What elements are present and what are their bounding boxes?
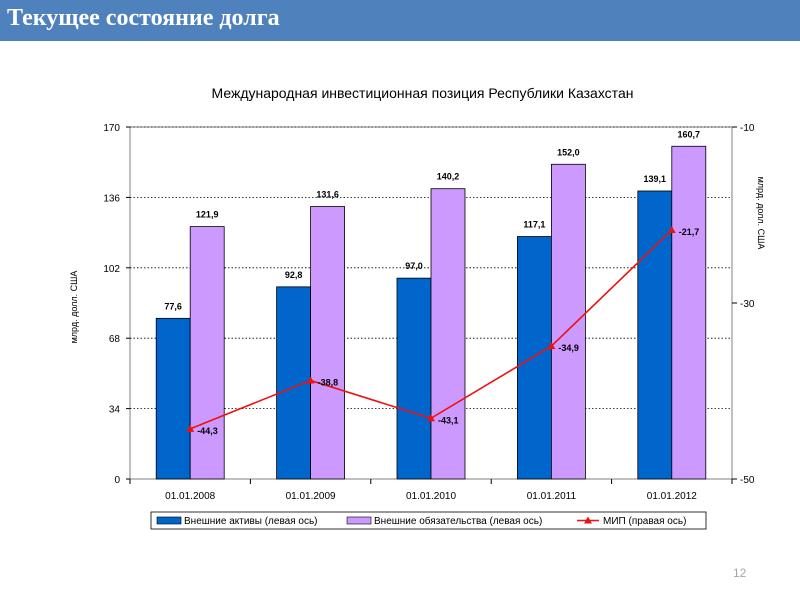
line-marker [186,424,195,432]
slide-title: Текущее состояние долга [7,5,280,31]
legend-swatch-liabilities [346,516,372,525]
left-axis-tick-label: 170 [103,123,120,134]
line-marker [306,376,315,384]
bar-data-label: 117,1 [523,220,545,230]
right-axis-title: млрд. долл. США [756,177,766,250]
left-axis-tick-label: 136 [103,193,120,204]
line-data-label: -44,3 [197,426,218,436]
bar-data-label: 77,6 [164,301,182,311]
bar-external-assets [396,277,432,480]
left-axis-tick-label: 0 [114,475,120,486]
bar-external-liabilities [430,188,466,480]
bar-data-label: 140,2 [437,172,460,182]
legend-box [150,511,707,530]
left-axis-tick-label: 102 [103,264,120,275]
line-data-label: -38,8 [318,377,339,387]
legend-label-assets: Внешние активы (левая ось) [184,516,318,527]
bar-external-liabilities [189,226,225,480]
page-number: 12 [733,566,747,580]
x-axis-tick-label: 01.01.2008 [165,491,215,502]
legend-label-liabilities: Внешние обязательства (левая ось) [374,515,542,527]
legend-marker-iip [584,516,592,524]
bar-external-assets [517,236,552,480]
bar-external-liabilities [551,163,586,480]
line-marker [667,225,676,233]
legend-label-iip: МИП (правая ось) [603,516,686,527]
x-axis-tick-label: 01.01.2010 [406,491,456,502]
x-axis-tick-label: 01.01.2011 [527,491,577,502]
x-axis-tick-label: 01.01.2009 [286,491,336,502]
chart-title: Международная инвестиционная позиция Рес… [211,85,634,101]
bar-external-liabilities [671,145,707,480]
right-axis-tick-label: -10 [740,123,755,134]
line-data-label: -43,1 [438,415,459,425]
right-axis-tick-label: -30 [740,299,755,310]
bar-data-label: 121,9 [196,210,219,220]
bar-external-liabilities [310,206,346,480]
bar-data-label: 152,0 [557,147,580,157]
line-data-label: -34,9 [558,343,579,353]
bar-external-assets [637,190,673,480]
line-marker [427,414,435,422]
bar-data-label: 131,6 [316,190,339,200]
bar-data-label: 160,7 [678,129,701,139]
bar-data-label: 97,0 [405,261,423,271]
title-bar: Текущее состояние долга [0,0,800,41]
right-axis-tick-label: -50 [740,475,755,486]
bar-data-label: 92,8 [285,270,303,280]
line-marker [547,342,556,350]
left-axis-tick-label: 34 [109,405,121,416]
legend-swatch-assets [156,516,182,525]
left-axis-tick-label: 68 [109,334,121,345]
bar-external-assets [155,317,191,480]
line-data-label: -21,7 [679,227,700,237]
left-axis-title: млрд. долл. США [69,271,79,344]
bar-data-label: 139,1 [644,174,667,184]
x-axis-tick-label: 01.01.2012 [647,491,697,502]
